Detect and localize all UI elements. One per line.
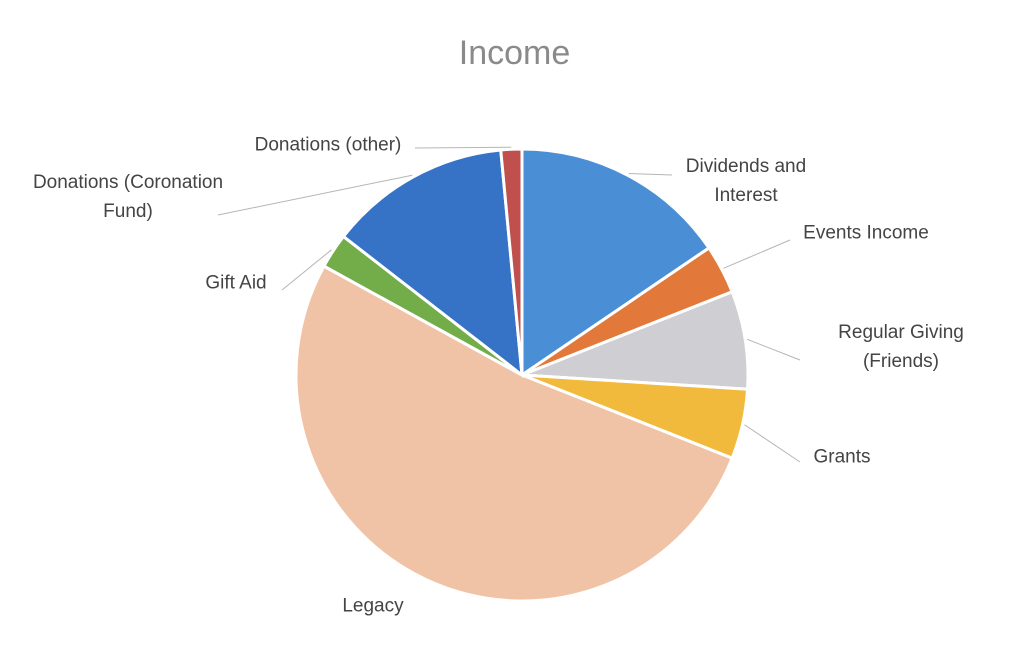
slice-label: Gift Aid [205, 272, 267, 294]
slice-label: Donations (other) [254, 134, 402, 156]
pie-slice [499, 147, 524, 376]
slice-label: Dividends and Interest [685, 156, 807, 206]
leader-line [217, 174, 413, 216]
leader-line [747, 338, 801, 361]
leader-line [744, 424, 801, 463]
slice-label: Legacy [342, 595, 404, 617]
slice-label: Donations (Coronation Fund) [32, 172, 224, 222]
chart-title: Income [458, 34, 571, 72]
pie-slice [294, 264, 735, 603]
pie-slice [520, 147, 712, 378]
slice-label: Events Income [803, 222, 929, 244]
slice-label: Regular Giving (Friends) [838, 322, 964, 372]
pie-slice [341, 148, 524, 379]
leader-line [281, 249, 332, 291]
leader-line [628, 173, 673, 176]
leader-line [723, 239, 791, 269]
leader-line [414, 146, 512, 149]
slice-label: Grants [813, 446, 871, 468]
